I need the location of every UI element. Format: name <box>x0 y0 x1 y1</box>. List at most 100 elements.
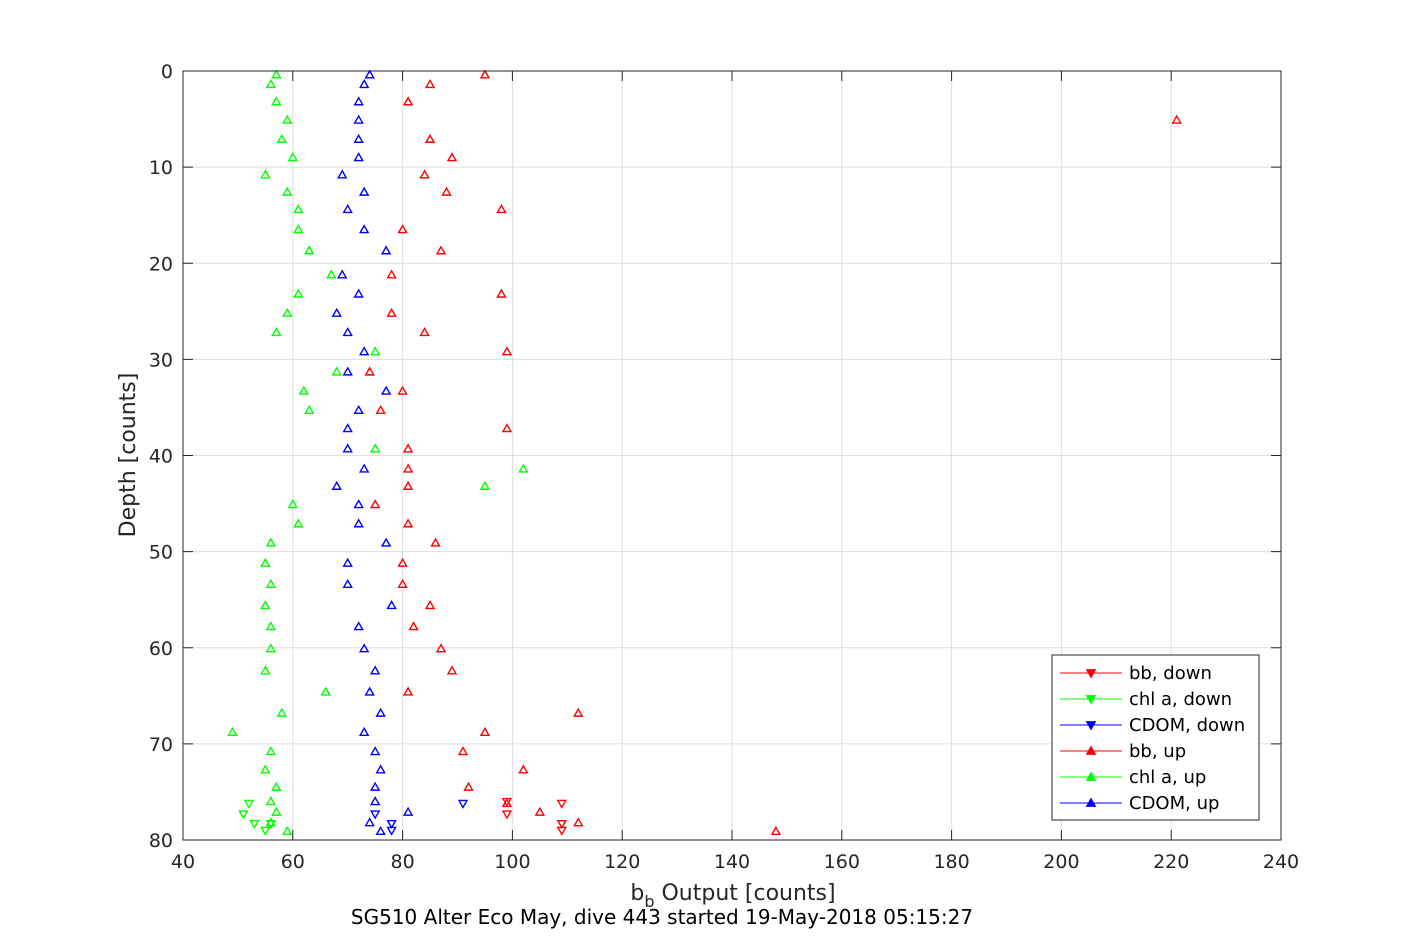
chart-caption: SG510 Alter Eco May, dive 443 started 19… <box>351 905 973 929</box>
data-point <box>430 537 441 547</box>
x-axis-label-main: b <box>630 881 644 906</box>
data-point <box>358 726 370 737</box>
data-point <box>282 825 293 836</box>
data-point <box>265 746 277 756</box>
data-point <box>260 600 271 610</box>
data-point <box>375 825 386 836</box>
data-point <box>369 346 381 356</box>
y-tick-label: 50 <box>149 542 173 564</box>
data-point <box>386 307 397 317</box>
data-point <box>573 817 584 827</box>
data-point <box>375 764 386 774</box>
data-point <box>380 537 392 547</box>
data-point <box>358 79 370 89</box>
data-point <box>260 557 271 567</box>
data-point <box>364 686 375 696</box>
x-tick-label: 240 <box>1263 851 1299 873</box>
data-point <box>271 781 282 791</box>
x-tick-label: 40 <box>171 851 195 873</box>
x-tick-label: 220 <box>1153 851 1189 873</box>
data-point <box>380 385 392 395</box>
data-point <box>386 826 397 836</box>
data-point <box>380 245 392 255</box>
data-point <box>501 810 513 820</box>
x-axis-label: bb Output [counts] <box>630 881 835 911</box>
data-point <box>496 288 507 298</box>
data-point <box>358 346 370 356</box>
data-point <box>402 480 414 490</box>
legend-box <box>1051 654 1260 821</box>
legend-label: bb, up <box>1129 741 1186 762</box>
data-point <box>298 385 309 395</box>
data-point <box>271 327 282 337</box>
data-point <box>358 186 370 196</box>
data-point <box>369 746 381 756</box>
data-point <box>342 366 353 376</box>
data-point <box>249 819 260 830</box>
data-point <box>282 307 293 317</box>
data-point <box>265 79 277 89</box>
legend-marker <box>1085 771 1097 781</box>
data-point <box>358 643 370 653</box>
data-point <box>320 686 331 696</box>
legend: bb, down chl a, down CDOM, down bb, up chl a… <box>1051 654 1260 821</box>
data-points <box>227 69 1182 836</box>
data-point <box>271 96 282 106</box>
data-point <box>353 96 364 106</box>
data-point <box>1171 114 1182 124</box>
data-point <box>364 366 375 376</box>
y-tick-label: 30 <box>149 349 173 371</box>
data-point <box>463 781 474 791</box>
data-point <box>353 404 364 415</box>
data-point <box>364 69 375 79</box>
y-tick-label: 10 <box>149 157 173 179</box>
data-point <box>501 423 513 433</box>
x-tick-label: 180 <box>933 851 969 873</box>
data-point <box>304 245 315 255</box>
data-point <box>402 96 414 106</box>
data-point <box>265 537 277 547</box>
data-point <box>424 133 436 143</box>
data-point <box>243 799 255 809</box>
data-point <box>265 643 277 653</box>
data-point <box>369 443 381 453</box>
data-point <box>556 819 568 830</box>
legend-marker <box>1085 695 1097 705</box>
data-point <box>342 578 353 589</box>
data-point <box>358 224 370 234</box>
y-tick-label: 80 <box>149 830 173 852</box>
data-point <box>397 578 408 589</box>
x-tick-label: 200 <box>1043 851 1079 873</box>
data-point <box>293 224 304 234</box>
data-point <box>260 169 271 179</box>
x-axis-label-subscript: b <box>644 892 654 911</box>
data-point <box>353 499 364 509</box>
data-point <box>342 423 353 433</box>
data-point <box>282 186 293 196</box>
data-point <box>457 746 469 756</box>
y-axis-label: Depth [counts] <box>116 373 141 538</box>
data-point <box>293 518 304 528</box>
data-point <box>265 578 277 589</box>
x-tick-label: 80 <box>391 851 415 873</box>
data-point <box>496 204 507 214</box>
data-point <box>402 686 414 696</box>
legend-label: CDOM, down <box>1129 715 1245 736</box>
data-point <box>342 204 353 214</box>
x-axis-label-rest: Output [counts] <box>655 881 836 906</box>
data-point <box>386 600 397 610</box>
x-tick-label: 100 <box>494 851 530 873</box>
data-point <box>457 799 469 809</box>
data-point <box>238 810 249 820</box>
data-point <box>282 114 293 124</box>
data-point <box>402 806 414 816</box>
data-point <box>402 518 414 528</box>
legend-marker <box>1085 669 1097 679</box>
data-point <box>770 825 782 836</box>
data-point <box>276 133 288 143</box>
x-tick-label: 60 <box>281 851 305 873</box>
data-point <box>331 480 342 490</box>
data-point <box>479 480 491 490</box>
data-point <box>573 707 584 717</box>
